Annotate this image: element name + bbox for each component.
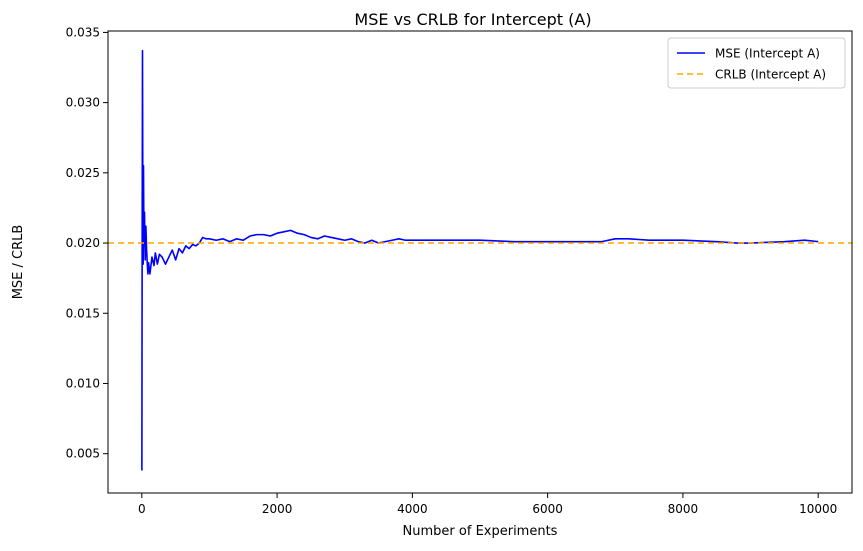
plot-marks xyxy=(108,49,852,471)
x-tick-label: 6000 xyxy=(532,502,563,516)
legend: MSE (Intercept A) CRLB (Intercept A) xyxy=(667,37,846,89)
mse-line xyxy=(141,49,819,471)
y-tick-label: 0.020 xyxy=(66,236,100,250)
legend-label: CRLB (Intercept A) xyxy=(715,68,826,82)
y-tick-label: 0.025 xyxy=(66,166,100,180)
x-axis: 0 2000 4000 6000 8000 10000 xyxy=(138,493,837,516)
legend-label: MSE (Intercept A) xyxy=(715,47,820,61)
x-tick-label: 10000 xyxy=(799,502,837,516)
x-tick-label: 4000 xyxy=(397,502,428,516)
y-axis-label: MSE / CRLB xyxy=(11,225,26,300)
plot-frame xyxy=(107,30,853,494)
x-tick-label: 0 xyxy=(138,502,146,516)
x-tick-label: 2000 xyxy=(262,502,293,516)
y-tick-label: 0.030 xyxy=(66,96,100,110)
x-tick-label: 8000 xyxy=(668,502,699,516)
y-axis: 0.005 0.010 0.015 0.020 0.025 0.030 0.035 xyxy=(66,25,108,461)
chart-title: MSE vs CRLB for Intercept (A) xyxy=(354,10,591,29)
legend-box xyxy=(667,37,846,89)
x-axis-label: Number of Experiments xyxy=(403,524,558,539)
y-tick-label: 0.010 xyxy=(66,376,100,390)
y-tick-label: 0.005 xyxy=(66,447,100,461)
y-tick-label: 0.015 xyxy=(66,306,100,320)
y-tick-label: 0.035 xyxy=(66,25,100,39)
